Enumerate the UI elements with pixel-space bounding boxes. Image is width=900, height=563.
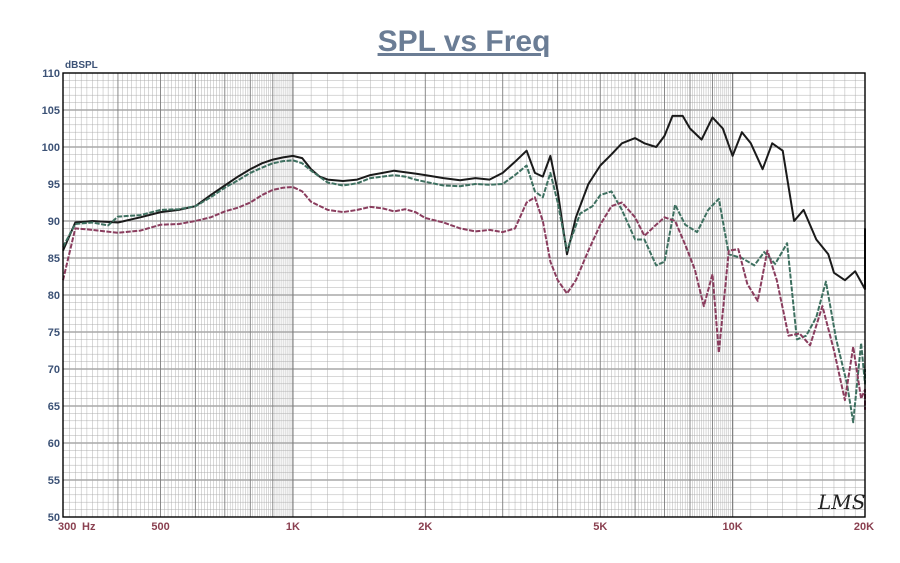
y-tick-label: 75 (48, 327, 60, 339)
x-tick-label: 2K (418, 521, 432, 533)
x-tick-label: 5K (593, 521, 607, 533)
y-tick-label: 65 (48, 401, 60, 413)
y-tick-labels: 50 55 60 65 70 75 80 85 90 95 100 105 110 (42, 68, 60, 524)
y-tick-label: 105 (42, 105, 60, 117)
x-tick-labels: 300 500 1K 2K 5K 10K 20K (58, 521, 874, 533)
series-1-line (62, 114, 866, 291)
y-tick-label: 95 (48, 179, 60, 191)
y-tick-label: 80 (48, 290, 60, 302)
plot-frame (62, 72, 866, 518)
series-layer (62, 114, 866, 424)
y-tick-label: 85 (48, 253, 60, 265)
y-tick-label: 55 (48, 475, 60, 487)
y-tick-label: 100 (42, 142, 60, 154)
grid-layer (63, 72, 865, 518)
y-tick-label: 70 (48, 364, 60, 376)
chart-title: SPL vs Freq (378, 25, 551, 58)
y-tick-label: 50 (48, 512, 60, 524)
x-tick-label: 500 (151, 521, 169, 533)
x-tick-label: 20K (854, 521, 874, 533)
y-tick-label: 90 (48, 216, 60, 228)
y-tick-label: 60 (48, 438, 60, 450)
x-tick-label: 1K (286, 521, 300, 533)
x-tick-label: 300 (58, 521, 76, 533)
series-3-line (62, 186, 866, 410)
y-tick-label: 110 (42, 68, 60, 80)
x-axis-unit-label: Hz (82, 521, 96, 533)
lms-logo: LMS (817, 490, 865, 514)
x-tick-label: 10K (723, 521, 743, 533)
y-axis-label: dBSPL (65, 60, 98, 71)
series-2-line (62, 159, 866, 424)
